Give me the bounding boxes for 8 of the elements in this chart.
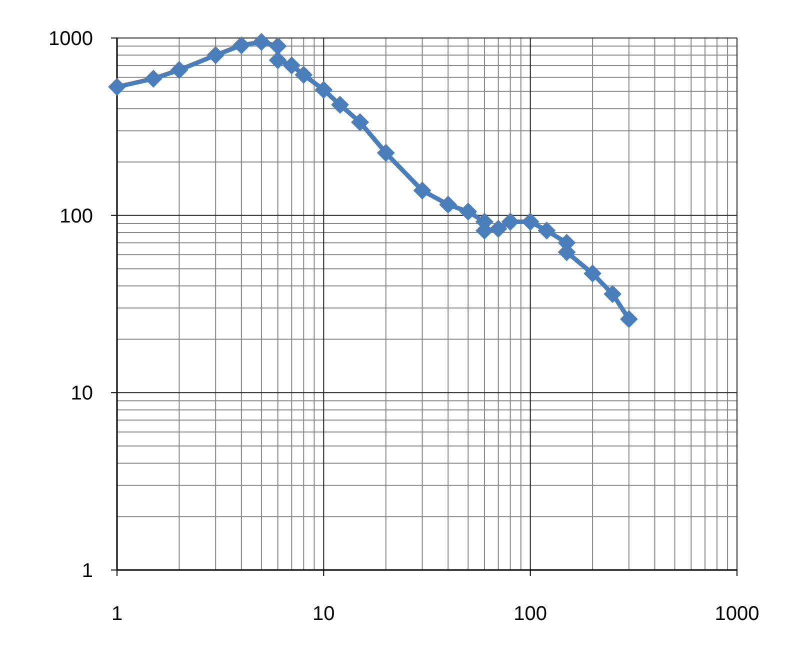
x-tick-label: 10: [312, 603, 335, 625]
y-tick-label: 10: [70, 382, 93, 405]
y-tick-label: 100: [60, 205, 93, 228]
x-tick-label: 1000: [714, 603, 760, 625]
x-tick-label: 100: [514, 603, 548, 625]
x-tick-label: 1: [111, 603, 123, 625]
y-tick-label: 1000: [48, 28, 93, 50]
y-tick-label: 1: [82, 560, 93, 582]
